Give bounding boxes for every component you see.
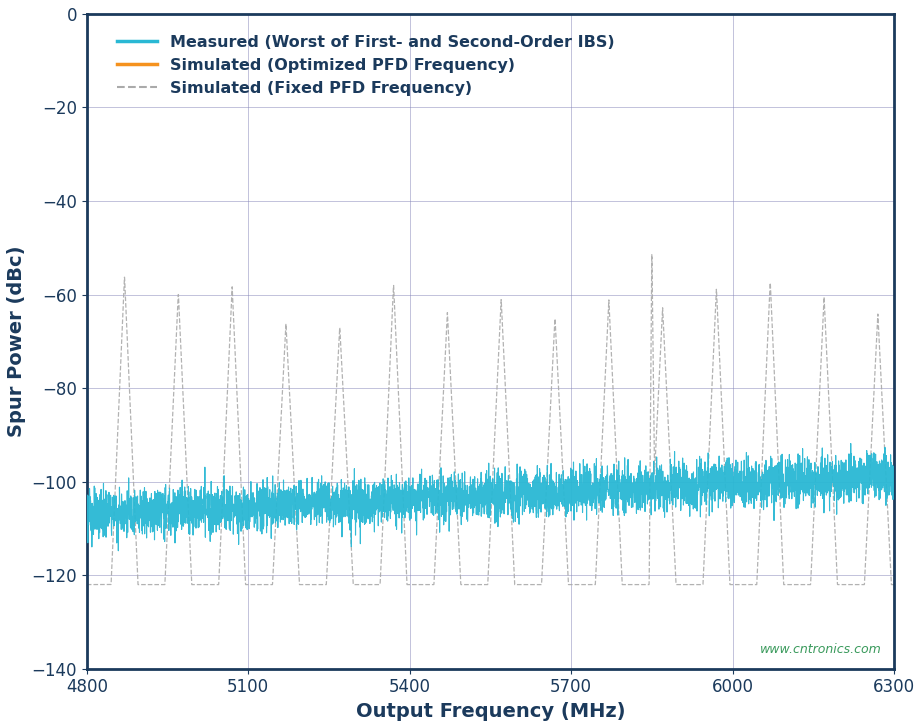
X-axis label: Output Frequency (MHz): Output Frequency (MHz) [356,702,625,721]
Y-axis label: Spur Power (dBc): Spur Power (dBc) [7,245,26,437]
Legend: Measured (Worst of First- and Second-Order IBS), Simulated (Optimized PFD Freque: Measured (Worst of First- and Second-Ord… [111,28,621,102]
Text: www.cntronics.com: www.cntronics.com [760,643,881,656]
